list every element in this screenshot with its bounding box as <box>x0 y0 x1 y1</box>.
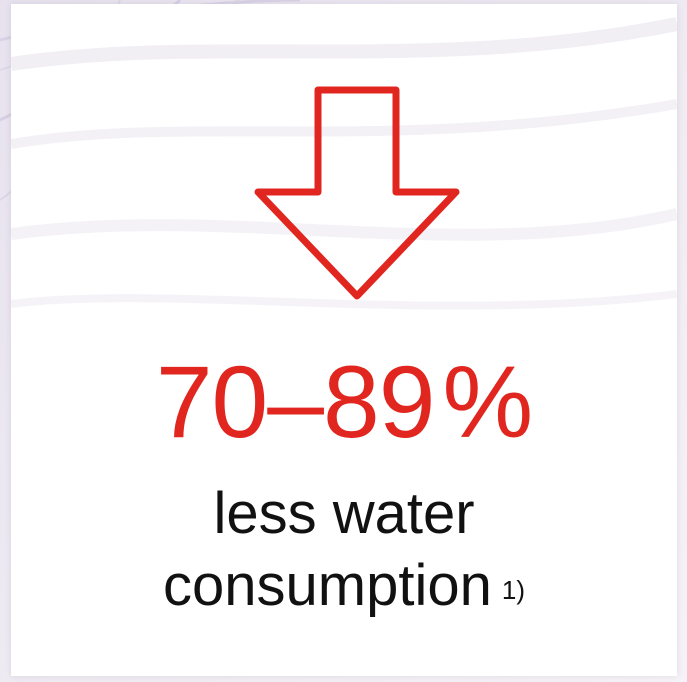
caption-line-1: less water <box>213 481 475 546</box>
range-from: 70 <box>155 345 268 459</box>
stat-card: 70–89% less water consumption 1) <box>11 4 677 676</box>
caption-line-2-wrap: consumption 1) <box>11 550 677 622</box>
caption-line-2: consumption <box>163 553 492 618</box>
footnote-marker: 1) <box>501 575 525 605</box>
caption: less water consumption 1) <box>11 478 677 622</box>
percent-unit: % <box>442 345 533 459</box>
range-dash: – <box>267 345 324 459</box>
card-swirl-texture <box>11 17 677 310</box>
arrow-down-outline-icon <box>254 86 460 300</box>
range-to: 89 <box>323 345 435 459</box>
reduction-range: 70–89% <box>11 351 677 453</box>
